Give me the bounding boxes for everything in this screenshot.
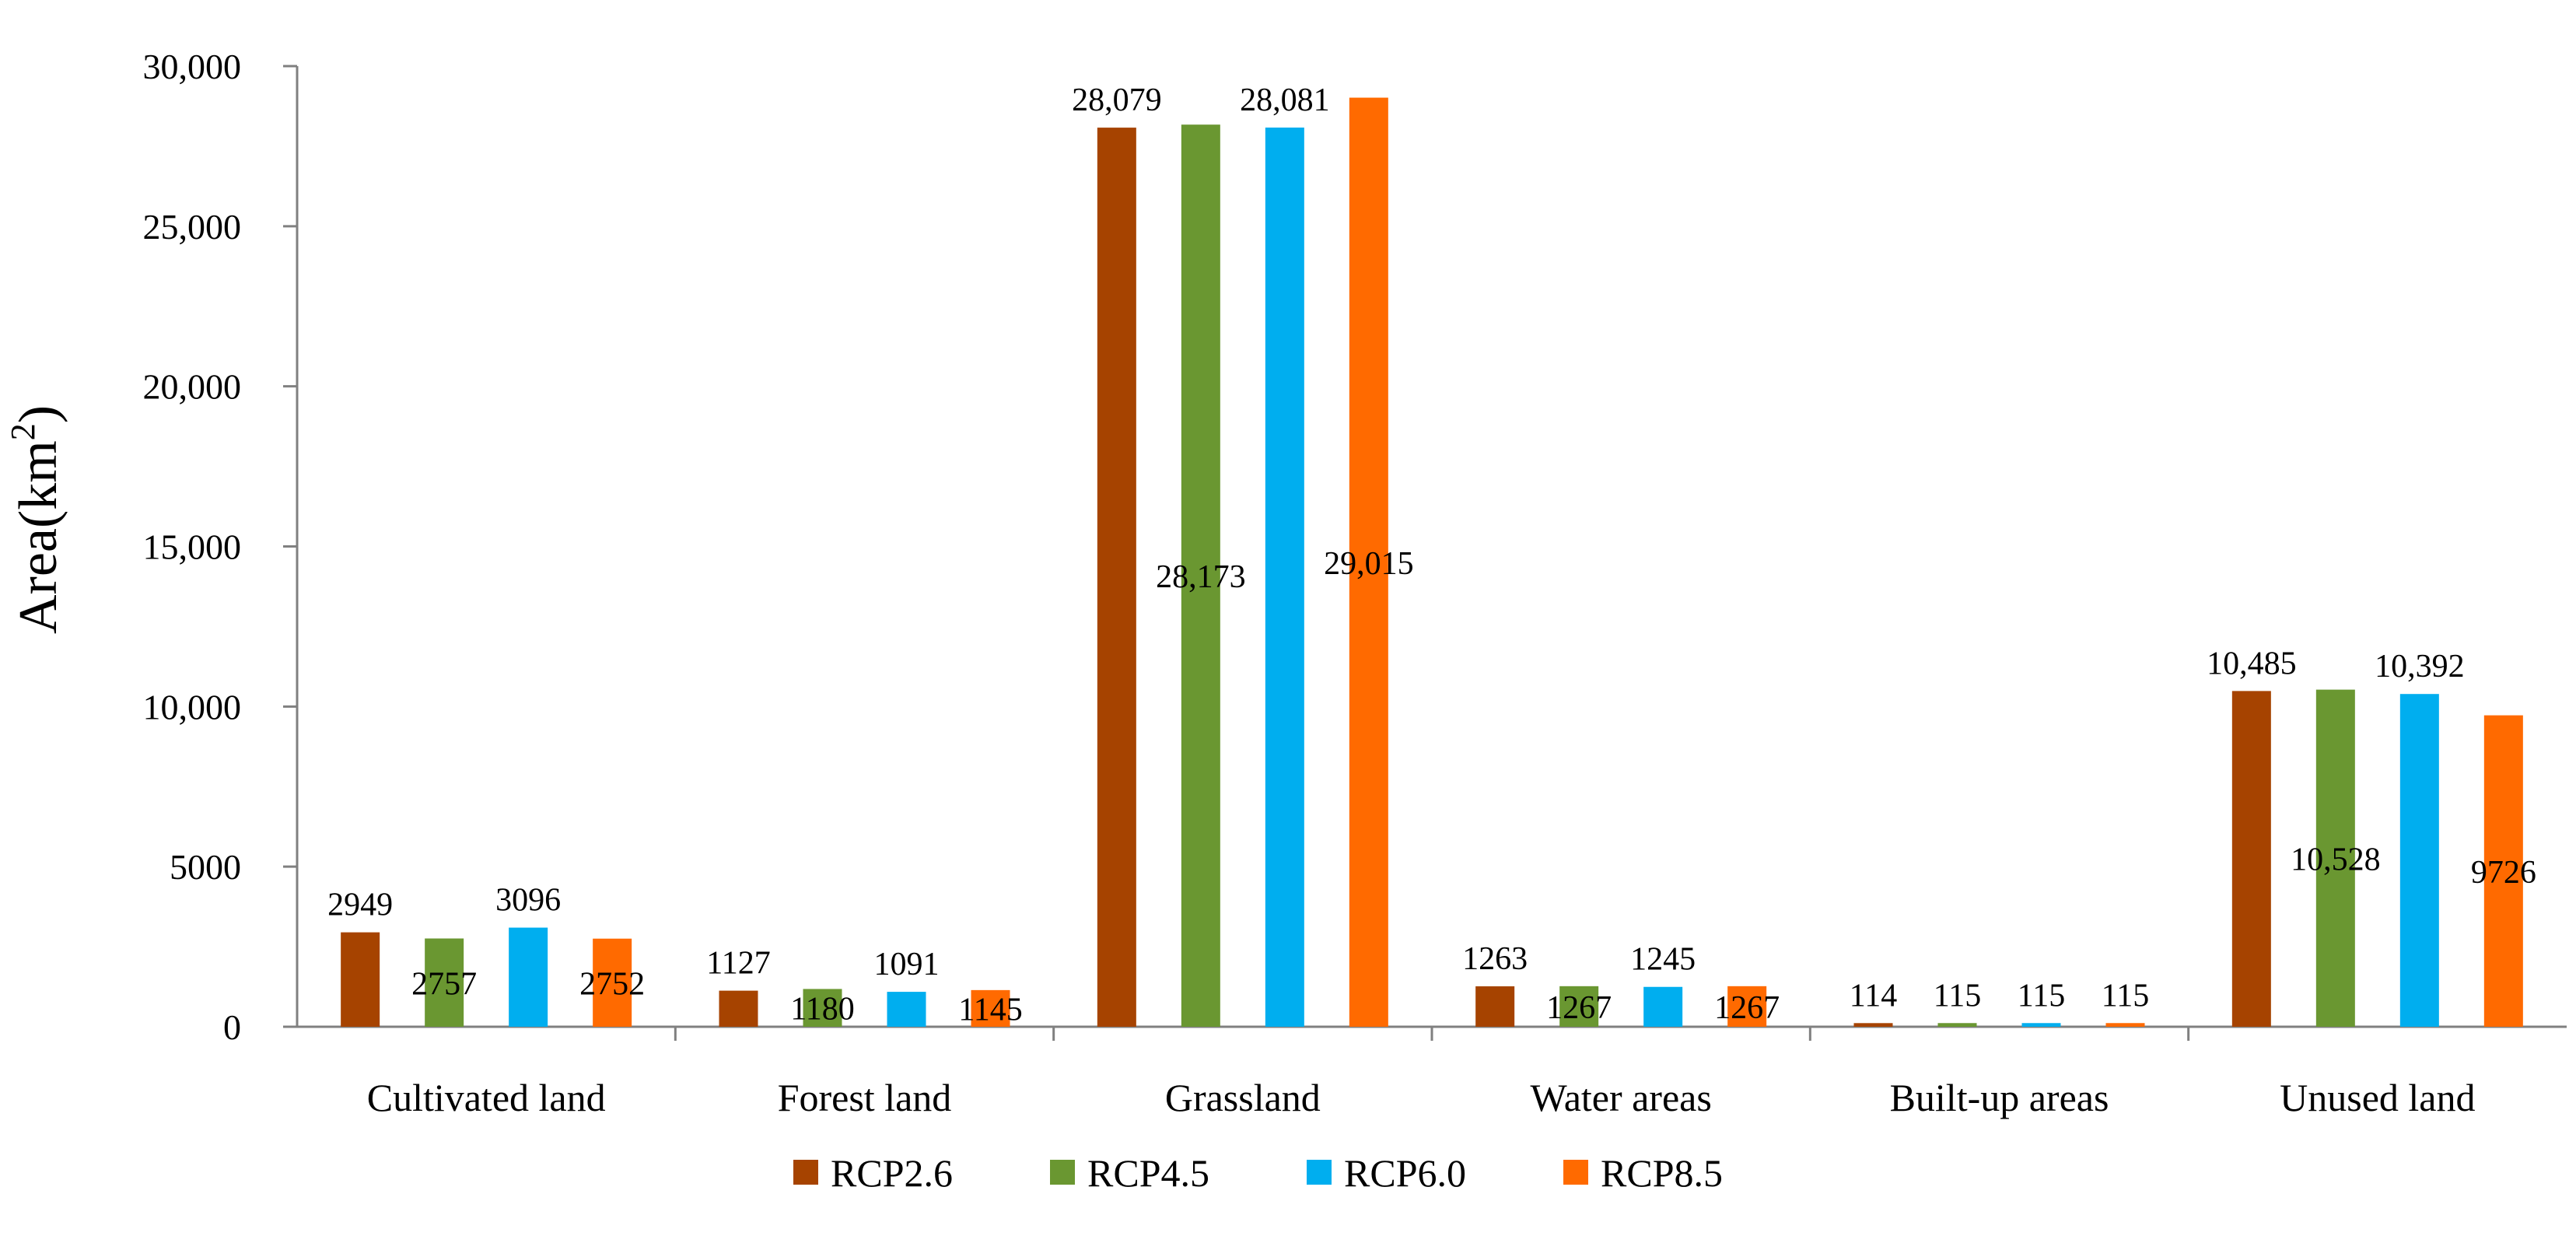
- bar-rcp85: [593, 938, 632, 1027]
- bar-rcp26: [2231, 691, 2271, 1027]
- bar-rcp85: [1727, 986, 1767, 1027]
- data-label: 28,081: [1240, 82, 1330, 118]
- plot-area: 0 5000 10,000 15,000 20,000 25,000 30,000 Culti…: [143, 47, 2567, 1119]
- data-label: 10,392: [2375, 649, 2465, 685]
- legend-swatch-rcp45: [1050, 1160, 1075, 1185]
- y-tick-label: 15,000: [143, 527, 242, 567]
- data-label: 1145: [958, 992, 1022, 1028]
- legend: RCP2.6 RCP4.5 RCP6.0 RCP8.5: [793, 1151, 1723, 1195]
- x-category-label: Forest land: [778, 1076, 952, 1119]
- x-category-label: Built-up areas: [1890, 1076, 2109, 1119]
- bar-rcp60: [1643, 986, 1683, 1027]
- bar-rcp26: [341, 932, 380, 1027]
- bar-rcp45: [803, 989, 842, 1027]
- data-label: 1245: [1630, 942, 1696, 978]
- data-label: 29,015: [1324, 546, 1414, 582]
- bar-rcp85: [1349, 97, 1388, 1027]
- data-label: 1267: [1546, 990, 1612, 1026]
- x-category-label: Water areas: [1531, 1076, 1712, 1119]
- y-axis-label: Area(km2): [4, 405, 68, 634]
- y-tick-label: 5000: [170, 847, 241, 887]
- data-label: 115: [2102, 978, 2149, 1014]
- data-label: 9726: [2471, 855, 2536, 891]
- bar-rcp45: [1937, 1023, 1977, 1027]
- bar-rcp26: [1475, 986, 1515, 1027]
- bar-rcp85: [971, 989, 1010, 1027]
- bar-rcp60: [509, 927, 548, 1027]
- data-label: 2752: [579, 966, 645, 1002]
- data-label: 115: [1934, 978, 1981, 1014]
- bar-rcp85: [2105, 1023, 2145, 1027]
- bar-rcp60: [2021, 1023, 2061, 1027]
- legend-swatch-rcp85: [1563, 1160, 1588, 1185]
- y-tick-label: 0: [223, 1007, 241, 1047]
- data-label: 28,173: [1156, 559, 1246, 595]
- legend-label: RCP8.5: [1601, 1151, 1723, 1195]
- bar-rcp45: [1181, 124, 1220, 1027]
- data-label: 1267: [1714, 990, 1780, 1026]
- data-label: 114: [1850, 978, 1897, 1014]
- y-tick-label: 20,000: [143, 367, 242, 407]
- bar-rcp26: [1853, 1023, 1893, 1027]
- data-label: 3096: [495, 883, 561, 919]
- data-label: 2949: [327, 888, 393, 923]
- x-category-label: Cultivated land: [367, 1076, 606, 1119]
- bar-rcp85: [2483, 715, 2523, 1027]
- bar-rcp45: [2315, 689, 2355, 1027]
- bar-rcp26: [719, 990, 758, 1027]
- bar-rcp45: [425, 938, 464, 1027]
- data-label: 28,079: [1072, 82, 1162, 118]
- y-tick-label: 10,000: [143, 687, 242, 727]
- legend-label: RCP6.0: [1344, 1151, 1466, 1195]
- data-label: 2757: [411, 966, 477, 1002]
- bar-rcp60: [1265, 127, 1304, 1028]
- data-label: 10,528: [2291, 842, 2381, 877]
- legend-swatch-rcp60: [1307, 1160, 1332, 1185]
- legend-label: RCP4.5: [1087, 1151, 1209, 1195]
- y-tick-label: 30,000: [143, 47, 242, 86]
- bar-rcp60: [2399, 694, 2439, 1027]
- bar-rcp26: [1097, 128, 1136, 1027]
- y-tick-label: 25,000: [143, 207, 242, 247]
- x-category-label: Grassland: [1165, 1076, 1321, 1119]
- data-label: 115: [2018, 978, 2065, 1014]
- bar-rcp45: [1559, 986, 1599, 1027]
- data-label: 1127: [706, 946, 770, 982]
- data-label: 1263: [1462, 941, 1528, 977]
- data-label: 10,485: [2207, 646, 2297, 681]
- legend-swatch-rcp26: [793, 1160, 818, 1185]
- data-label: 1180: [790, 992, 854, 1028]
- x-category-label: Unused land: [2280, 1076, 2475, 1119]
- legend-label: RCP2.6: [831, 1151, 953, 1195]
- data-label: 1091: [874, 947, 940, 982]
- bar-rcp60: [887, 992, 926, 1027]
